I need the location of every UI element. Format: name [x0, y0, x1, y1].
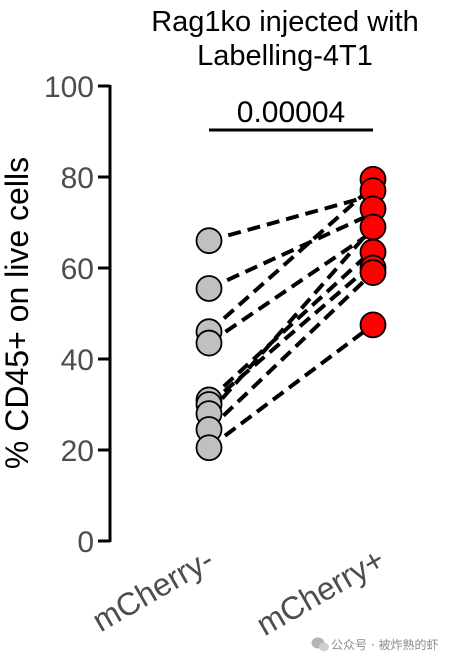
watermark-text: 公众号 · 被炸熟的虾: [331, 637, 438, 652]
y-tick-label: 100: [44, 71, 94, 104]
wechat-icon: [311, 637, 329, 652]
point-mcherry-pos: [359, 311, 387, 339]
y-axis: 0 20 40 60 80 100: [44, 71, 112, 559]
y-tick-label: 80: [61, 162, 94, 195]
point-mcherry-neg: [195, 434, 223, 462]
pair-line: [207, 225, 375, 415]
pair-line: [207, 271, 375, 431]
point-mcherry-neg: [195, 275, 223, 302]
pair-line: [208, 193, 374, 243]
pair-line: [207, 248, 375, 402]
y-axis-label: % CD45+ on live cells: [0, 157, 35, 469]
y-tick-label: 60: [61, 253, 94, 286]
pair-line: [207, 184, 375, 334]
point-mcherry-pos: [359, 213, 387, 241]
chart-title-line-1: Rag1ko injected with: [151, 6, 419, 38]
pair-line: [208, 211, 374, 291]
chart-title-line-2: Labelling-4T1: [197, 40, 373, 72]
data-points: [195, 165, 387, 462]
x-category-label: mCherry+: [250, 541, 390, 643]
point-mcherry-pos: [359, 259, 387, 286]
watermark: 公众号 · 被炸熟的虾: [311, 637, 438, 652]
y-tick-label: 0: [77, 526, 94, 559]
pair-line: [207, 323, 375, 450]
y-tick-label: 40: [61, 344, 94, 377]
p-value-label: 0.00004: [237, 96, 345, 129]
pair-line: [207, 229, 375, 345]
y-tick-label: 20: [61, 435, 94, 468]
x-category-label: mCherry-: [86, 541, 219, 639]
x-axis-categories: mCherry-mCherry+: [86, 541, 390, 643]
point-mcherry-neg: [195, 227, 223, 255]
pair-line: [207, 261, 375, 407]
pair-lines: [207, 184, 375, 450]
y-axis-label-group: % CD45+ on live cells: [0, 157, 35, 469]
wechat-bubble-small: [319, 642, 329, 652]
significance-annotation: 0.00004: [209, 96, 373, 132]
point-mcherry-neg: [195, 329, 223, 357]
